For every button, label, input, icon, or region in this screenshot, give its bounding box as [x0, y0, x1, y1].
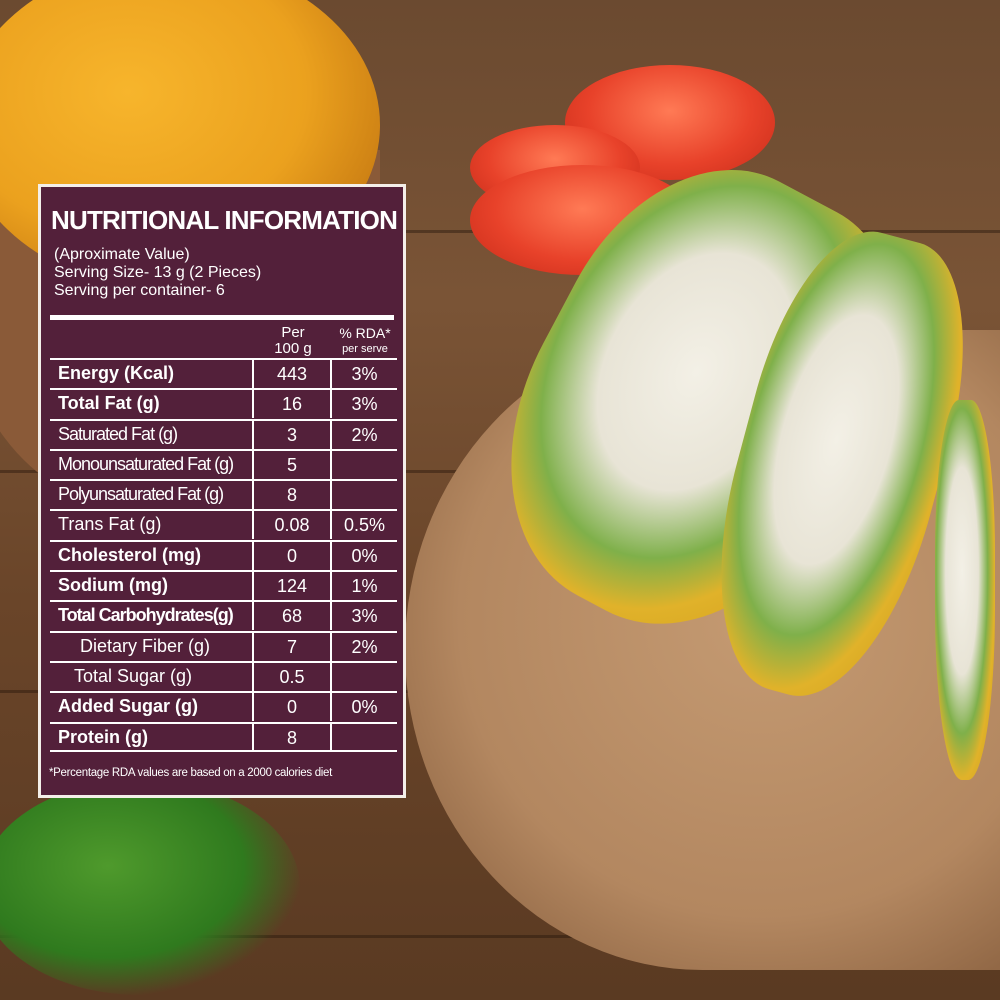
rda-value: 1%: [330, 572, 397, 601]
wood-plank-seam: [0, 935, 1000, 938]
nutrition-label: NUTRITIONAL INFORMATION (Aproximate Valu…: [38, 184, 406, 798]
table-row: Monounsaturated Fat (g) 5: [50, 448, 397, 479]
column-header-per-100g: Per 100 g: [254, 325, 332, 357]
servings-per-container: Serving per container- 6: [54, 282, 225, 299]
footnote: *Percentage RDA values are based on a 20…: [49, 767, 333, 779]
nutrient-name: Total Carbohydrates(g): [58, 605, 234, 626]
table-row: Polyunsaturated Fat (g) 8: [50, 479, 397, 510]
nutrient-name: Trans Fat (g): [58, 514, 162, 535]
table-row: Protein (g) 8: [50, 721, 397, 752]
rda-value: [330, 723, 397, 752]
rda-value: 3%: [330, 360, 397, 388]
per-100g-value: 68: [252, 602, 330, 631]
nutrient-name: Protein (g): [58, 726, 148, 747]
header-line: per serve: [342, 343, 388, 355]
rda-value: 0%: [330, 693, 397, 722]
nutrient-name: Polyunsaturated Fat (g): [58, 484, 224, 505]
nutrient-name: Total Sugar (g): [74, 665, 193, 686]
table-row: Dietary Fiber (g) 7 2%: [50, 630, 397, 661]
per-100g-value: 0.08: [252, 511, 330, 540]
rda-value: 2%: [330, 420, 397, 449]
rda-value: 0.5%: [330, 511, 397, 540]
per-100g-value: 443: [252, 360, 330, 388]
per-100g-value: 3: [252, 420, 330, 449]
table-row: Cholesterol (mg) 0 0%: [50, 539, 397, 570]
rda-value: 0%: [330, 541, 397, 570]
nutrient-name: Added Sugar (g): [58, 696, 198, 717]
table-row: Trans Fat (g) 0.08 0.5%: [50, 509, 397, 540]
rda-value: 3%: [330, 602, 397, 631]
nutrition-table: Energy (Kcal) 443 3% Total Fat (g) 16 3% Satur…: [50, 358, 397, 752]
serving-size: Serving Size- 13 g (2 Pieces): [54, 264, 262, 281]
rda-value: [330, 450, 397, 479]
header-line: % RDA*: [339, 325, 391, 341]
table-row: Sodium (mg) 124 1%: [50, 570, 397, 601]
nutrient-name: Energy (Kcal): [58, 363, 175, 383]
header-line: 100 g: [274, 340, 312, 357]
rda-value: [330, 662, 397, 691]
table-row: Total Sugar (g) 0.5: [50, 660, 397, 691]
label-intro: (Aproximate Value) Serving Size- 13 g (2…: [54, 246, 261, 300]
column-header-rda: % RDA* per serve: [330, 325, 400, 357]
table-row: Added Sugar (g) 0 0%: [50, 691, 397, 722]
per-100g-value: 7: [252, 632, 330, 661]
rda-value: 3%: [330, 390, 397, 419]
per-100g-value: 8: [252, 481, 330, 510]
table-row: Saturated Fat (g) 3 2%: [50, 418, 397, 449]
approx-value-note: (Aproximate Value): [54, 246, 190, 263]
divider: [50, 315, 394, 320]
per-100g-value: 8: [252, 723, 330, 752]
nutrient-name: Monounsaturated Fat (g): [58, 453, 234, 474]
header-line: Per: [281, 324, 305, 341]
per-100g-value: 5: [252, 450, 330, 479]
per-100g-value: 0.5: [252, 662, 330, 691]
table-row: Energy (Kcal) 443 3%: [50, 358, 397, 388]
nutrient-name: Total Fat (g): [58, 393, 160, 414]
per-100g-value: 0: [252, 693, 330, 722]
table-row: Total Fat (g) 16 3%: [50, 388, 397, 419]
per-100g-value: 0: [252, 541, 330, 570]
taco: [935, 400, 995, 780]
nutrient-name: Sodium (mg): [58, 575, 168, 596]
label-title: NUTRITIONAL INFORMATION: [51, 205, 398, 235]
nutrient-name: Dietary Fiber (g): [80, 635, 211, 656]
nutrient-name: Saturated Fat (g): [58, 423, 178, 444]
nutrient-name: Cholesterol (mg): [58, 544, 202, 565]
rda-value: 2%: [330, 632, 397, 661]
per-100g-value: 16: [252, 390, 330, 419]
per-100g-value: 124: [252, 572, 330, 601]
cilantro-leaves: [0, 780, 300, 995]
table-row: Total Carbohydrates(g) 68 3%: [50, 600, 397, 631]
rda-value: [330, 481, 397, 510]
